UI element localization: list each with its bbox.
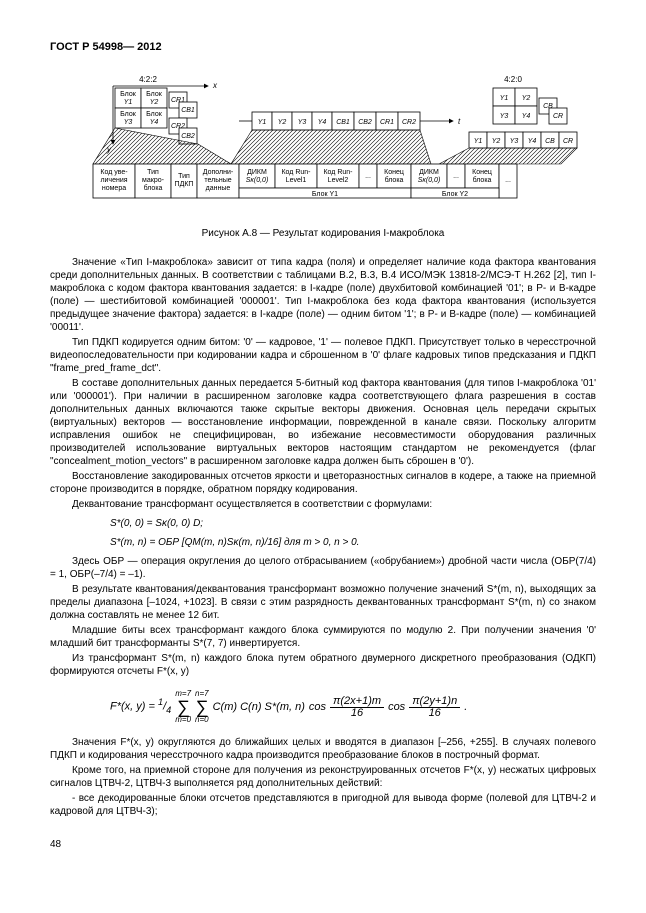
svg-text:Level2: Level2 bbox=[328, 177, 349, 184]
svg-text:Y4: Y4 bbox=[522, 113, 531, 120]
paragraph-6: Здесь ОБР — операция округления до целог… bbox=[50, 555, 596, 581]
svg-text:CB: CB bbox=[543, 103, 553, 110]
svg-text:Y3: Y3 bbox=[298, 119, 307, 126]
svg-text:CB1: CB1 bbox=[336, 119, 350, 126]
svg-text:CR1: CR1 bbox=[171, 97, 185, 104]
paragraph-7: В результате квантования/деквантования т… bbox=[50, 583, 596, 622]
svg-text:Блок: Блок bbox=[120, 91, 137, 98]
svg-text:Дополни-: Дополни- bbox=[203, 169, 234, 176]
svg-text:ДИКМ: ДИКМ bbox=[247, 169, 267, 176]
paragraph-10: Значения F*(x, y) округляются до ближайш… bbox=[50, 736, 596, 762]
svg-text:...: ... bbox=[365, 173, 371, 180]
svg-text:CR1: CR1 bbox=[380, 119, 394, 126]
svg-text:Тип: Тип bbox=[178, 173, 190, 180]
svg-text:блока: блока bbox=[385, 176, 404, 184]
figure-caption: Рисунок А.8 — Результат кодирования I-ма… bbox=[50, 227, 596, 240]
svg-text:макро-: макро- bbox=[142, 177, 165, 184]
svg-text:Y1: Y1 bbox=[258, 119, 267, 126]
label-422: 4:2:2 bbox=[139, 75, 157, 84]
svg-text:ПДКП: ПДКП bbox=[175, 181, 194, 188]
paragraph-5: Деквантование трансформант осуществляетс… bbox=[50, 498, 596, 511]
svg-text:Конец: Конец bbox=[472, 169, 492, 176]
svg-text:Код уве-: Код уве- bbox=[100, 169, 128, 176]
paragraph-9: Из трансформант S*(m, n) каждого блока п… bbox=[50, 652, 596, 678]
svg-text:Level1: Level1 bbox=[286, 177, 307, 184]
svg-text:Блок: Блок bbox=[146, 111, 163, 118]
svg-text:CR: CR bbox=[553, 113, 563, 120]
svg-text:Sκ(0,0): Sκ(0,0) bbox=[418, 177, 441, 184]
svg-text:Y4: Y4 bbox=[318, 119, 327, 126]
paragraph-3: В составе дополнительных данных передает… bbox=[50, 377, 596, 468]
svg-text:номера: номера bbox=[102, 185, 126, 192]
svg-text:Y3: Y3 bbox=[510, 138, 519, 145]
figure-a8-diagram: 4:2:2 4:2:0 x y БлокY1 БлокY2 БлокY3 Бло… bbox=[53, 74, 593, 219]
svg-text:CR: CR bbox=[563, 138, 573, 145]
svg-text:тельные: тельные bbox=[204, 177, 231, 184]
formula-1: S*(0, 0) = Sκ(0, 0) D; bbox=[110, 517, 596, 530]
svg-text:Y1: Y1 bbox=[500, 95, 509, 102]
standard-header: ГОСТ Р 54998— 2012 bbox=[50, 40, 596, 54]
svg-text:личения: личения bbox=[100, 177, 127, 184]
svg-text:Конец: Конец bbox=[384, 169, 404, 176]
svg-text:Код Run-: Код Run- bbox=[323, 169, 353, 176]
svg-text:CR2: CR2 bbox=[171, 123, 185, 130]
svg-text:Тип: Тип bbox=[147, 169, 159, 176]
svg-text:CB1: CB1 bbox=[181, 107, 195, 114]
svg-text:Y2: Y2 bbox=[522, 95, 531, 102]
paragraph-12: - все декодированные блоки отсчетов пред… bbox=[50, 792, 596, 818]
svg-text:...: ... bbox=[505, 177, 511, 184]
svg-text:блока: блока bbox=[473, 176, 492, 184]
page-number: 48 bbox=[50, 838, 596, 851]
svg-text:x: x bbox=[212, 81, 218, 90]
svg-text:Блок: Блок bbox=[146, 91, 163, 98]
svg-text:ДИКМ: ДИКМ bbox=[419, 169, 439, 176]
svg-text:Блок Y1: Блок Y1 bbox=[312, 191, 338, 198]
svg-text:Y2: Y2 bbox=[150, 99, 159, 106]
svg-text:Y1: Y1 bbox=[474, 138, 483, 145]
svg-text:Sκ(0,0): Sκ(0,0) bbox=[246, 177, 269, 184]
svg-text:Y4: Y4 bbox=[528, 138, 537, 145]
svg-text:CB2: CB2 bbox=[358, 119, 372, 126]
paragraph-8: Младшие биты всех трансформант каждого б… bbox=[50, 624, 596, 650]
svg-text:Блок: Блок bbox=[120, 111, 137, 118]
formula-3: F*(x, y) = 1/4 m=7 ∑ m=0 n=7 ∑ n=0 C(m) … bbox=[110, 690, 596, 724]
paragraph-11: Кроме того, на приемной стороне для полу… bbox=[50, 764, 596, 790]
paragraph-1: Значение «Тип I-макроблока» зависит от т… bbox=[50, 256, 596, 334]
svg-text:t: t bbox=[458, 117, 461, 126]
svg-text:блока: блока bbox=[144, 184, 163, 192]
label-420: 4:2:0 bbox=[504, 75, 522, 84]
paragraph-2: Тип ПДКП кодируется одним битом: '0' — к… bbox=[50, 336, 596, 375]
svg-text:Код Run-: Код Run- bbox=[281, 169, 311, 176]
svg-text:CB: CB bbox=[545, 138, 555, 145]
svg-text:Y3: Y3 bbox=[124, 119, 133, 126]
svg-text:Y3: Y3 bbox=[500, 113, 509, 120]
svg-text:Y2: Y2 bbox=[278, 119, 287, 126]
svg-text:Y2: Y2 bbox=[492, 138, 501, 145]
svg-text:...: ... bbox=[453, 173, 459, 180]
svg-text:CB2: CB2 bbox=[181, 133, 195, 140]
paragraph-4: Восстановление закодированных отсчетов я… bbox=[50, 470, 596, 496]
svg-text:Y4: Y4 bbox=[150, 119, 159, 126]
svg-text:CR2: CR2 bbox=[402, 119, 416, 126]
svg-text:данные: данные bbox=[206, 185, 231, 192]
svg-text:Y1: Y1 bbox=[124, 99, 133, 106]
formula-2: S*(m, n) = ОБР [QM(m, n)Sκ(m, n)/16] для… bbox=[110, 536, 596, 549]
svg-text:Блок Y2: Блок Y2 bbox=[442, 191, 468, 198]
